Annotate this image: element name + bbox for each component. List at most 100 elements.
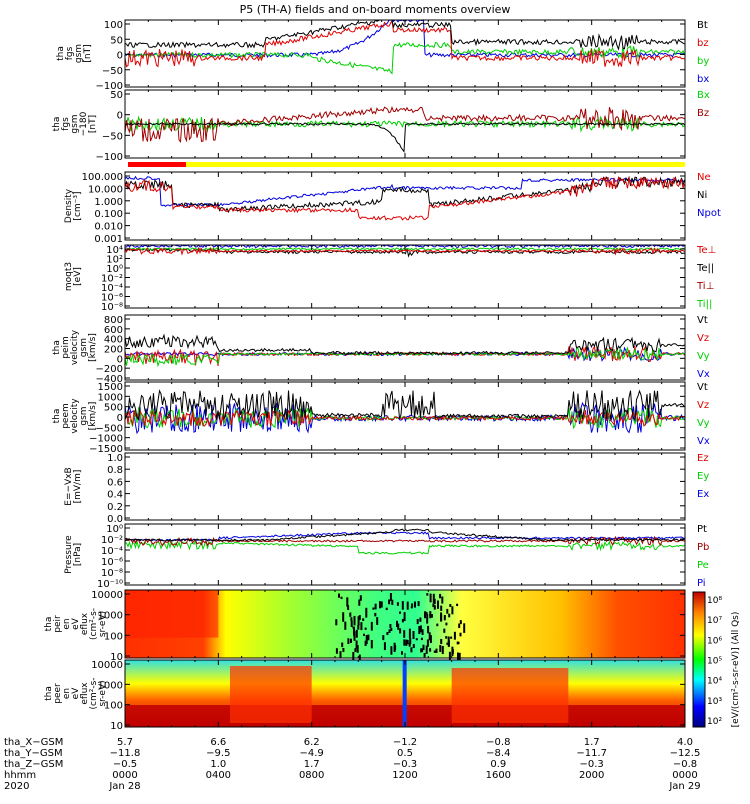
y-tick-label: 10² — [106, 255, 123, 266]
peir-noise-mark — [405, 639, 408, 646]
x-axis-z-value: −0.5 — [113, 759, 137, 770]
peir-noise-mark — [419, 617, 422, 622]
series-line-fgs-1 — [124, 41, 685, 75]
peir-noise-mark — [349, 612, 352, 617]
legend-Pi: Pi — [697, 578, 706, 589]
y-axis-label: [nT] — [88, 115, 98, 133]
legend-Ne: Ne — [697, 172, 711, 183]
peir-noise-mark — [353, 631, 356, 641]
y-axis-label: eV — [71, 687, 81, 700]
peir-noise-mark — [433, 650, 436, 653]
legend-Vz: Vz — [697, 333, 709, 344]
peir-noise-mark — [435, 648, 438, 653]
y-tick-label: 0.001 — [94, 234, 123, 245]
y-axis-label: [mV/m] — [73, 470, 83, 504]
peir-noise-mark — [339, 651, 342, 658]
y-tick-label: 10⁰ — [106, 524, 123, 535]
y-tick-label: 10⁻⁴ — [101, 283, 123, 294]
peir-noise-mark — [429, 635, 432, 644]
y-axis-label: Density — [64, 188, 74, 223]
legend-Ey: Ey — [697, 471, 709, 482]
peir-noise-mark — [401, 618, 404, 623]
x-row-label: hhmm — [4, 770, 36, 781]
peir-noise-mark — [406, 601, 409, 610]
peir-noise-mark — [408, 642, 411, 647]
peir-noise-mark — [448, 613, 451, 618]
page-title: P5 (TH-A) fields and on-board moments ov… — [240, 3, 511, 16]
peir-noise-mark — [426, 593, 429, 596]
peir-noise-mark — [409, 638, 412, 645]
series-line-fgs-3 — [124, 19, 685, 51]
peir-noise-mark — [418, 626, 421, 635]
x-axis-hhmm-value: 0000 — [112, 770, 137, 781]
y-axis-label: moqt3 — [64, 262, 74, 291]
peir-noise-mark — [367, 634, 370, 641]
peir-noise-mark — [450, 636, 453, 639]
y-axis-label: (cm²-s- — [89, 677, 99, 709]
peir-noise-mark — [441, 596, 444, 604]
y-tick-label: −400 — [96, 374, 123, 385]
y-tick-label: 1000 — [98, 680, 123, 691]
x-row-label: 2020 — [4, 781, 29, 792]
peir-noise-mark — [380, 601, 383, 608]
peir-noise-mark — [441, 646, 444, 655]
y-tick-label: 10.000 — [88, 184, 123, 195]
mode-bar-yellow — [186, 162, 685, 167]
peir-noise-mark — [403, 630, 406, 638]
peir-noise-mark — [365, 635, 368, 645]
y-tick-label: 50 — [110, 35, 123, 46]
panel-frame — [124, 452, 686, 521]
y-tick-label: 10⁻⁶ — [101, 293, 123, 304]
peir-noise-mark — [335, 648, 338, 654]
peir-noise-mark — [401, 601, 404, 610]
peir-noise-mark — [446, 608, 449, 614]
peir-noise-mark — [391, 599, 394, 605]
x-axis-hhmm-value: 2000 — [579, 770, 604, 781]
y-axis-label: velocity — [70, 398, 80, 434]
y-tick-label: 10⁻¹⁰ — [97, 579, 123, 590]
peir-noise-mark — [370, 640, 373, 649]
panel-frame — [124, 244, 686, 309]
peir-noise-mark — [388, 599, 391, 605]
y-tick-label: −1500 — [89, 444, 123, 455]
peir-noise-mark — [363, 633, 365, 637]
y-tick-label: 200 — [104, 345, 123, 356]
y-tick-label: 1.0 — [107, 453, 123, 464]
peir-noise-mark — [420, 648, 423, 653]
legend-Vt: Vt — [697, 315, 708, 326]
y-axis-label: tha — [44, 617, 54, 632]
peir-noise-mark — [396, 602, 399, 606]
colorbar-tick: 10⁵ — [707, 657, 722, 667]
peir-noise-mark — [436, 623, 439, 627]
peir-hot-band — [125, 590, 219, 638]
peir-noise-mark — [447, 640, 450, 647]
peir-noise-mark — [347, 605, 350, 611]
y-axis-label: eV — [71, 617, 81, 630]
y-tick-label: −50 — [102, 131, 123, 142]
x-axis-hhmm-value: 0800 — [299, 770, 324, 781]
peir-noise-mark — [374, 603, 377, 610]
legend-Vt: Vt — [697, 382, 708, 393]
y-axis-label: gsm — [74, 44, 84, 63]
y-axis-label: (cm²-s- — [89, 608, 99, 640]
peir-noise-mark — [431, 614, 433, 618]
y-tick-label: 0.0 — [107, 514, 123, 525]
y-tick-label: 10 — [110, 721, 123, 732]
x-row-label: tha_Z−GSM — [4, 759, 63, 770]
peir-noise-mark — [350, 620, 353, 628]
y-tick-label: 0 — [117, 51, 123, 62]
peir-noise-mark — [432, 603, 435, 608]
peir-noise-mark — [458, 652, 461, 662]
y-axis-label: fgs — [61, 117, 71, 131]
x-axis-x-value: 4.0 — [677, 737, 693, 748]
legend-Pb: Pb — [697, 542, 709, 553]
peir-noise-mark — [432, 593, 435, 603]
peir-noise-mark — [440, 639, 443, 645]
peir-noise-mark — [429, 593, 432, 603]
y-tick-label: 10⁻⁸ — [101, 302, 123, 313]
y-axis-label: tha — [44, 686, 54, 701]
panel-frame — [124, 314, 686, 381]
peir-noise-mark — [401, 651, 403, 655]
